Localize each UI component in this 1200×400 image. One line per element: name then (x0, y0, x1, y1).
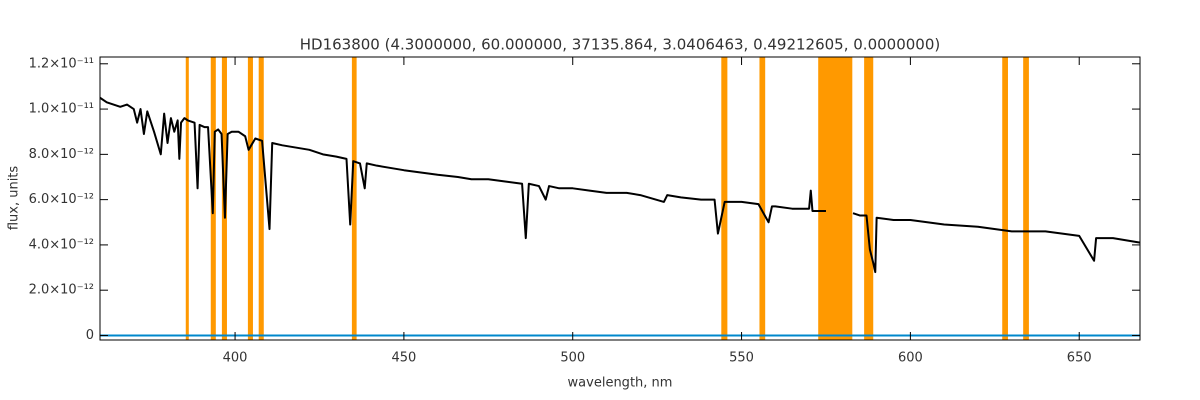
masked-band (1023, 57, 1029, 340)
plot-frame (99, 56, 1141, 341)
masked-band (759, 57, 766, 340)
y-axis-label: flux, units (7, 166, 22, 231)
masked-band (721, 57, 728, 340)
y-tick-label: 4.0×10⁻¹² (29, 237, 94, 252)
x-tick-label: 500 (560, 351, 585, 366)
x-tick-label: 400 (223, 351, 248, 366)
y-tick-label: 1.2×10⁻¹¹ (29, 56, 94, 71)
x-tick-label: 600 (898, 351, 923, 366)
masked-band (818, 57, 853, 340)
masked-band (258, 57, 264, 340)
x-tick-label: 550 (729, 351, 754, 366)
x-axis-label: wavelength, nm (568, 376, 673, 391)
masked-band (185, 57, 189, 340)
chart-title: HD163800 (4.3000000, 60.000000, 37135.86… (300, 36, 940, 54)
masked-band (1002, 57, 1008, 340)
y-tick-label: 8.0×10⁻¹² (29, 147, 94, 162)
masked-band (247, 57, 253, 340)
x-tick-label: 450 (391, 351, 416, 366)
masked-band (864, 57, 874, 340)
y-tick-label: 6.0×10⁻¹² (29, 192, 94, 207)
x-tick-label: 650 (1067, 351, 1092, 366)
y-tick-label: 2.0×10⁻¹² (29, 283, 94, 298)
y-tick-label: 0 (86, 328, 94, 343)
y-tick-label: 1.0×10⁻¹¹ (29, 102, 94, 117)
spectrum-line (99, 96, 1141, 274)
masked-band (351, 57, 357, 340)
